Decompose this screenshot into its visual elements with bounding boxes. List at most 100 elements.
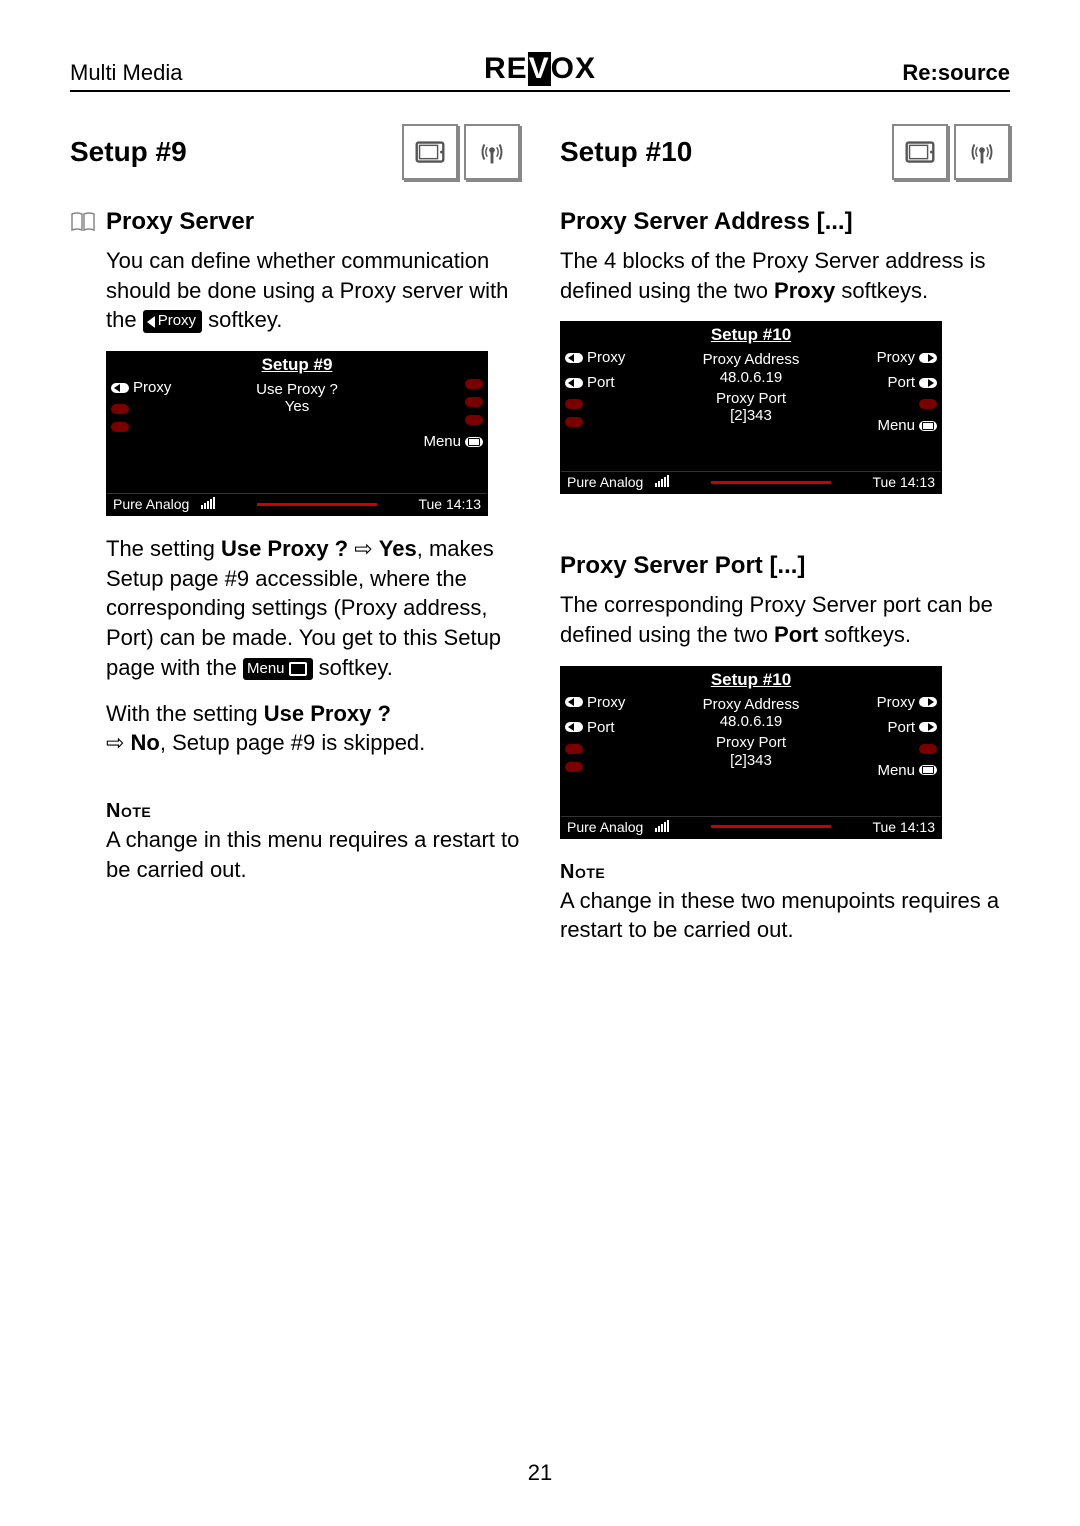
volume-bars-icon — [655, 820, 669, 832]
tablet-icon — [402, 124, 458, 180]
brand-v: V — [528, 52, 551, 86]
lcd-left-blank3 — [565, 399, 625, 409]
volume-bars-icon — [201, 497, 215, 509]
lcd-right-2 — [465, 397, 483, 407]
lcd-left-proxy: Proxy — [111, 379, 171, 396]
device-icons — [892, 124, 1010, 180]
lcd-label: Port — [887, 374, 915, 391]
lcd-footer-left: Pure Analog — [567, 474, 669, 490]
progress-line — [711, 481, 831, 484]
t: softkeys. — [835, 278, 928, 303]
lcd-title: Setup #9 — [107, 352, 487, 377]
arrow: ⇨ — [106, 730, 131, 755]
pill-icon — [465, 415, 483, 425]
proxy-port-heading: Proxy Server Port [...] — [560, 552, 1010, 580]
lcd-label: Proxy — [587, 694, 625, 711]
lcd-left-blank3 — [111, 422, 171, 432]
section-heading-text: Proxy Server — [106, 208, 254, 236]
lcd-right-label: Menu — [423, 433, 461, 450]
arrow: ⇨ — [348, 536, 379, 561]
lcd-left-port: Port — [565, 374, 625, 391]
lcd-setup10-address: Setup #10 Proxy Port Proxy Address 48.0.… — [560, 321, 942, 494]
lcd-footer: Pure Analog Tue 14:13 — [561, 816, 941, 838]
t-bold: Use Proxy ? — [221, 536, 348, 561]
lcd-title: Setup #10 — [561, 322, 941, 347]
heading-text: Proxy Server Address [...] — [560, 208, 853, 236]
lcd-footer-left: Pure Analog — [113, 496, 215, 512]
lcd-footer-right: Tue 14:13 — [418, 496, 481, 512]
t: With the setting — [106, 701, 264, 726]
setup-header-left: Setup #9 — [70, 124, 520, 180]
note-text: A change in these two menupoints require… — [560, 886, 1010, 945]
t-bold: Yes — [379, 536, 417, 561]
lcd-left-label: Proxy — [133, 379, 171, 396]
proxy-address-text: The 4 blocks of the Proxy Server address… — [560, 246, 1010, 305]
lcd-left-softkeys: Proxy — [111, 379, 171, 432]
note-block-left: Note A change in this menu requires a re… — [70, 798, 520, 884]
footer-source: Pure Analog — [567, 819, 643, 835]
lcd-right-softkeys: Proxy Port Menu — [877, 349, 937, 434]
lcd-setup9: Setup #9 Proxy Use Proxy ? Yes — [106, 351, 488, 516]
lcd-left-blank4 — [565, 417, 625, 427]
lcd-body: Proxy Port Proxy Address 48.0.6.19 Proxy… — [561, 692, 941, 816]
lcd-right-menu: Menu — [877, 762, 937, 779]
menu-softkey-label: Menu — [247, 659, 285, 679]
lcd-right-blank — [919, 744, 937, 754]
lcd-label: Proxy — [877, 694, 915, 711]
lcd-right-1 — [465, 379, 483, 389]
proxy-softkey-chip: Proxy — [143, 310, 202, 332]
note-text: A change in this menu requires a restart… — [106, 825, 520, 884]
tablet-icon — [892, 124, 948, 180]
pill-icon — [565, 697, 583, 707]
progress-line — [711, 825, 831, 828]
lcd-label: Port — [587, 719, 615, 736]
lcd-right-softkeys: Proxy Port Menu — [877, 694, 937, 779]
pill-icon — [919, 421, 937, 431]
t: softkey. — [313, 655, 393, 680]
setup-title: Setup #10 — [560, 136, 692, 168]
lcd-footer-right: Tue 14:13 — [872, 474, 935, 490]
volume-bars-icon — [655, 475, 669, 487]
pill-icon — [111, 404, 129, 414]
pill-icon — [111, 383, 129, 393]
lcd-title: Setup #10 — [561, 667, 941, 692]
lcd-left-blank4 — [565, 762, 625, 772]
pill-icon — [465, 397, 483, 407]
t: softkeys. — [818, 622, 911, 647]
proxy-port-text: The corresponding Proxy Server port can … — [560, 590, 1010, 649]
pill-icon — [565, 722, 583, 732]
page-number: 21 — [528, 1460, 552, 1486]
lcd-right-proxy: Proxy — [877, 694, 937, 711]
footer-source: Pure Analog — [567, 474, 643, 490]
intro-paragraph: You can define whether communication sho… — [70, 246, 520, 335]
lcd-footer-left: Pure Analog — [567, 819, 669, 835]
para-use-proxy-yes: The setting Use Proxy ? ⇨ Yes, makes Set… — [70, 534, 520, 682]
lcd-label: Menu — [877, 762, 915, 779]
lcd-label: Port — [887, 719, 915, 736]
lcd-right-softkeys: Menu — [423, 379, 483, 450]
lcd-right-proxy: Proxy — [877, 349, 937, 366]
pill-icon — [565, 744, 583, 754]
lcd-right-port: Port — [887, 719, 937, 736]
heading-text: Proxy Server Port [...] — [560, 552, 805, 580]
header-left: Multi Media — [70, 60, 182, 86]
pill-icon — [565, 353, 583, 363]
lcd-right-menu: Menu — [877, 417, 937, 434]
lcd-body: Proxy Port Proxy Address 48.0.6.19 Proxy… — [561, 347, 941, 471]
proxy-softkey-label: Proxy — [158, 311, 196, 331]
t-bold: Port — [774, 622, 818, 647]
lcd-right-menu: Menu — [423, 433, 483, 450]
t-bold: Use Proxy ? — [264, 701, 391, 726]
lcd-label: Proxy — [587, 349, 625, 366]
brand-logo: REVOX — [484, 52, 596, 86]
pill-icon — [919, 765, 937, 775]
pill-icon — [919, 722, 937, 732]
lcd-body: Proxy Use Proxy ? Yes Menu — [107, 377, 487, 493]
lcd-label: Menu — [877, 417, 915, 434]
device-icons — [402, 124, 520, 180]
intro-text-2: softkey. — [202, 307, 282, 332]
antenna-icon — [464, 124, 520, 180]
footer-source: Pure Analog — [113, 496, 189, 512]
note-label: Note — [106, 798, 520, 825]
para-use-proxy-no: With the setting Use Proxy ? ⇨ No, Setup… — [70, 699, 520, 758]
